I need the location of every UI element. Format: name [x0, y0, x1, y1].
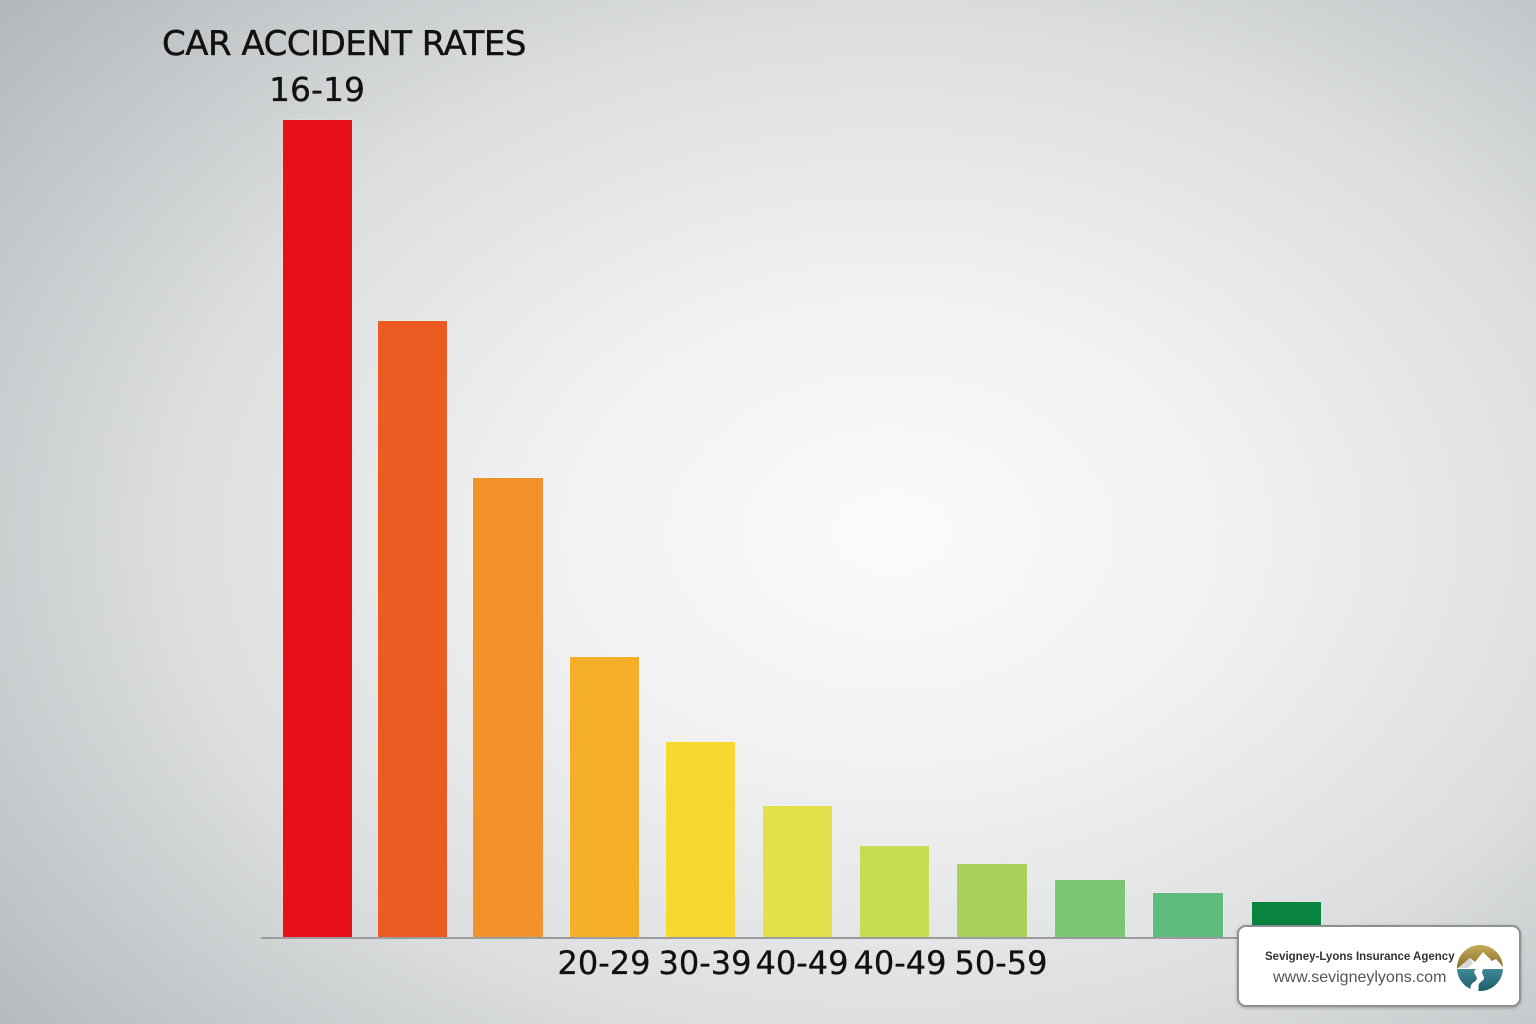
bar-5	[666, 742, 735, 938]
x-axis-label: 20-29	[557, 944, 651, 982]
bar-9	[1055, 880, 1125, 938]
bar-8	[957, 864, 1027, 938]
bar-4	[570, 657, 639, 938]
bar-6	[763, 806, 832, 938]
first-bar-label: 16-19	[269, 70, 365, 109]
x-axis-label: 30-39	[658, 944, 752, 982]
x-axis-label: 50-59	[954, 944, 1048, 982]
agency-name: Sevigney-Lyons Insurance Agency	[1265, 951, 1455, 963]
bar-7	[860, 846, 929, 938]
x-axis-line	[261, 937, 1261, 939]
bar-3	[473, 478, 543, 938]
mountain-river-logo-icon	[1457, 945, 1503, 991]
x-axis-label: 40-49	[755, 944, 849, 982]
x-axis-label: 40-49	[853, 944, 947, 982]
agency-url[interactable]: www.sevigneylyons.com	[1273, 969, 1447, 986]
bar-1	[283, 120, 352, 938]
chart-title: CAR ACCIDENT RATES	[162, 24, 527, 64]
bar-2	[378, 321, 447, 938]
agency-badge: Sevigney-Lyons Insurance Agency www.sevi…	[1237, 925, 1521, 1007]
bar-10	[1153, 893, 1223, 938]
